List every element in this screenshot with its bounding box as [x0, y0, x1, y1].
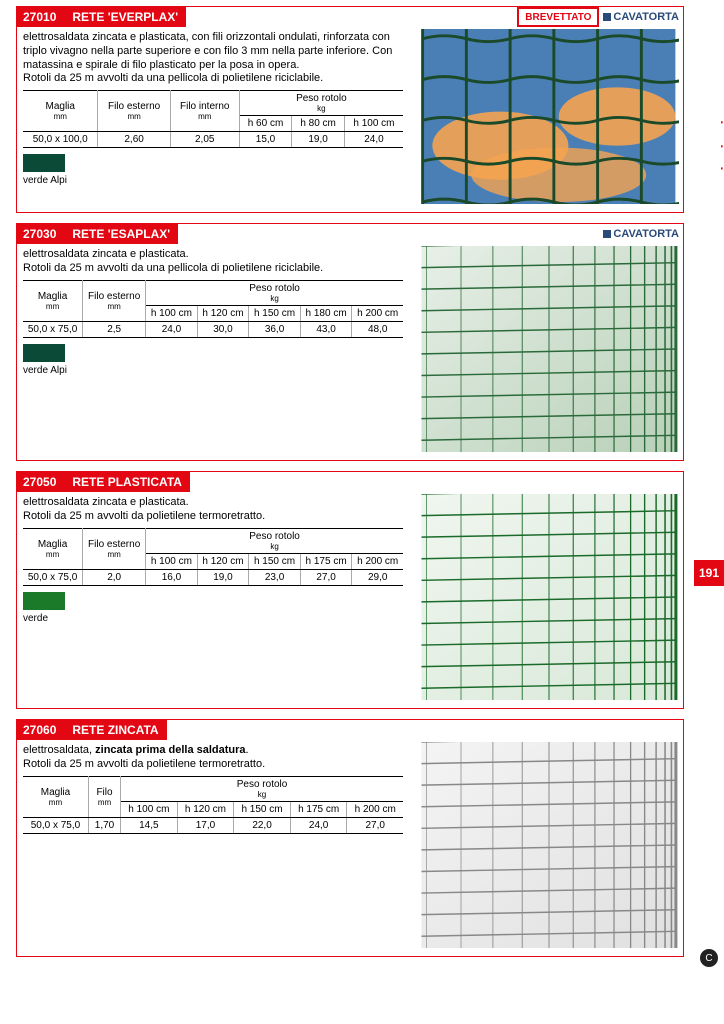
product-code: 27060: [17, 720, 62, 740]
product-card: 27010 RETE 'EVERPLAX' BREVETTATO CAVATOR…: [16, 6, 684, 213]
product-image: [419, 742, 679, 948]
spec-table: MagliammFilo esternommPeso rotolokgh 100…: [23, 528, 403, 586]
patent-badge: BREVETTATO: [517, 7, 599, 27]
product-code: 27030: [17, 224, 62, 244]
product-title: RETE 'ESAPLAX': [64, 224, 178, 244]
color-swatch: verde: [23, 592, 407, 624]
product-code: 27010: [17, 7, 62, 27]
brand-logo: CAVATORTA: [599, 224, 683, 244]
product-description: elettrosaldata, zincata prima della sald…: [23, 744, 407, 772]
page-number: 191: [694, 560, 724, 586]
product-title: RETE 'EVERPLAX': [64, 7, 186, 27]
spec-table: MagliammFilo esternommFilo internommPeso…: [23, 90, 403, 148]
product-image: [419, 494, 679, 700]
brand-logo: CAVATORTA: [599, 7, 683, 27]
product-card: 27030 RETE 'ESAPLAX' CAVATORTA elettrosa…: [16, 223, 684, 461]
section-label: recinzioni: [720, 120, 724, 195]
product-code: 27050: [17, 472, 62, 492]
footer-logo-icon: C: [700, 949, 718, 967]
spec-table: MagliammFilommPeso rotolokgh 100 cmh 120…: [23, 776, 403, 834]
product-card: 27050 RETE PLASTICATA elettrosaldata zin…: [16, 471, 684, 709]
color-swatch: verde Alpi: [23, 154, 407, 186]
color-swatch: verde Alpi: [23, 344, 407, 376]
product-description: elettrosaldata zincata e plasticata.Roto…: [23, 248, 407, 276]
product-description: elettrosaldata zincata e plasticata, con…: [23, 31, 407, 86]
product-title: RETE ZINCATA: [64, 720, 166, 740]
product-image: [419, 246, 679, 452]
product-title: RETE PLASTICATA: [64, 472, 190, 492]
product-card: 27060 RETE ZINCATA elettrosaldata, zinca…: [16, 719, 684, 957]
spec-table: MagliammFilo esternommPeso rotolokgh 100…: [23, 280, 403, 338]
product-description: elettrosaldata zincata e plasticata.Roto…: [23, 496, 407, 524]
product-image: [419, 29, 679, 204]
